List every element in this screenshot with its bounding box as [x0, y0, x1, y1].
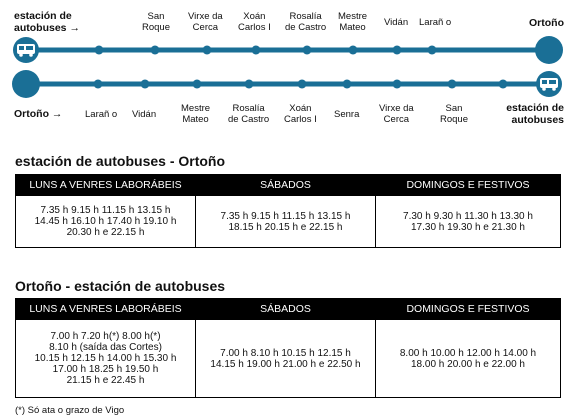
outbound-destination-label: Ortoño [529, 17, 564, 29]
stop-label-vidan: Vidán [132, 109, 157, 120]
times-saturdays: 7.35 h 9.15 h 11.15 h 13.15 h 18.15 h 20… [195, 195, 376, 248]
stop-label-mestre-mateo: Mestre Mateo [338, 11, 368, 33]
schedule-table-outbound: LUNS A VENRES LABORÁBEIS SÁBADOS DOMINGO… [15, 174, 561, 248]
stop-dot [192, 79, 202, 89]
stop-dot [244, 79, 254, 89]
stop-label-xoan-carlos-i: Xoán Carlos I [238, 11, 271, 33]
stop-label-larano: Larañ o [85, 109, 118, 120]
stop-dot [93, 79, 103, 89]
stop-dot [392, 79, 402, 89]
times-sundays-holidays: 7.30 h 9.30 h 11.30 h 13.30 h 17.30 h 19… [375, 195, 561, 248]
column-header: SÁBADOS [195, 298, 376, 320]
ortono-terminal-icon [535, 36, 563, 64]
inbound-destination-label: estación de autobuses [506, 102, 564, 126]
column-header: DOMINGOS E FESTIVOS [375, 298, 561, 320]
schedule-table-inbound: LUNS A VENRES LABORÁBEIS SÁBADOS DOMINGO… [15, 298, 561, 398]
times-weekdays: 7.35 h 9.15 h 11.15 h 13.15 h 14.45 h 16… [15, 195, 196, 248]
table-row: 7.35 h 9.15 h 11.15 h 13.15 h 14.45 h 16… [15, 195, 561, 248]
stop-dot [342, 79, 352, 89]
stop-label-virxe-da-cerca: Virxe da Cerca [188, 11, 223, 33]
times-weekdays: 7.00 h 7.20 h(*) 8.00 h(*) 8.10 h (saída… [15, 319, 196, 398]
schedule-title-outbound: estación de autobuses - Ortoño [15, 153, 226, 169]
route-lines [12, 36, 563, 98]
column-header: LUNS A VENRES LABORÁBEIS [15, 174, 196, 196]
stop-label-mestre-mateo: Mestre Mateo [181, 103, 211, 125]
ortono-terminal-icon [12, 70, 40, 98]
schedule-title-inbound: Ortoño - estación de autobuses [15, 278, 226, 294]
stop-dot [140, 79, 150, 89]
bus-station-icon [13, 37, 39, 63]
stop-label-larano: Larañ o [419, 17, 452, 28]
times-saturdays: 7.00 h 8.10 h 10.15 h 12.15 h 14.15 h 19… [195, 319, 376, 398]
stop-dot [498, 79, 508, 89]
column-header: SÁBADOS [195, 174, 376, 196]
stop-label-xoan-carlos-i: Xoán Carlos I [284, 103, 317, 125]
column-header: DOMINGOS E FESTIVOS [375, 174, 561, 196]
column-header: LUNS A VENRES LABORÁBEIS [15, 298, 196, 320]
stop-dot [202, 45, 212, 55]
stop-label-senra: Senra [334, 109, 360, 120]
stop-label-rosalia-de-castro: Rosalía de Castro [285, 11, 327, 33]
route-diagram: estación de autobuses → Ortoño San Roque … [0, 0, 582, 130]
stop-dot [348, 45, 358, 55]
outbound-origin-label: estación de autobuses → [14, 10, 80, 34]
stop-dot [251, 45, 261, 55]
table-header-row: LUNS A VENRES LABORÁBEIS SÁBADOS DOMINGO… [15, 298, 561, 320]
stop-dot [447, 79, 457, 89]
stop-dot [297, 79, 307, 89]
table-row: 7.00 h 7.20 h(*) 8.00 h(*) 8.10 h (saída… [15, 319, 561, 398]
bus-station-icon [536, 71, 562, 97]
outbound-stops [94, 45, 437, 55]
stop-dot [150, 45, 160, 55]
stop-label-san-roque: San Roque [440, 103, 468, 125]
inbound-stops [93, 79, 508, 89]
stop-dot [427, 45, 437, 55]
times-sundays-holidays: 8.00 h 10.00 h 12.00 h 14.00 h 18.00 h 2… [375, 319, 561, 398]
table-header-row: LUNS A VENRES LABORÁBEIS SÁBADOS DOMINGO… [15, 174, 561, 196]
inbound-origin-label: Ortoño → [14, 108, 63, 120]
stop-label-vidan: Vidán [384, 17, 409, 28]
stop-label-rosalia-de-castro: Rosalía de Castro [228, 103, 270, 125]
footnote: (*) Só ata o grazo de Vigo [15, 405, 125, 416]
stop-label-virxe-da-cerca: Virxe da Cerca [379, 103, 414, 125]
stop-dot [94, 45, 104, 55]
stop-dot [392, 45, 402, 55]
stop-label-san-roque: San Roque [142, 11, 170, 33]
stop-dot [302, 45, 312, 55]
